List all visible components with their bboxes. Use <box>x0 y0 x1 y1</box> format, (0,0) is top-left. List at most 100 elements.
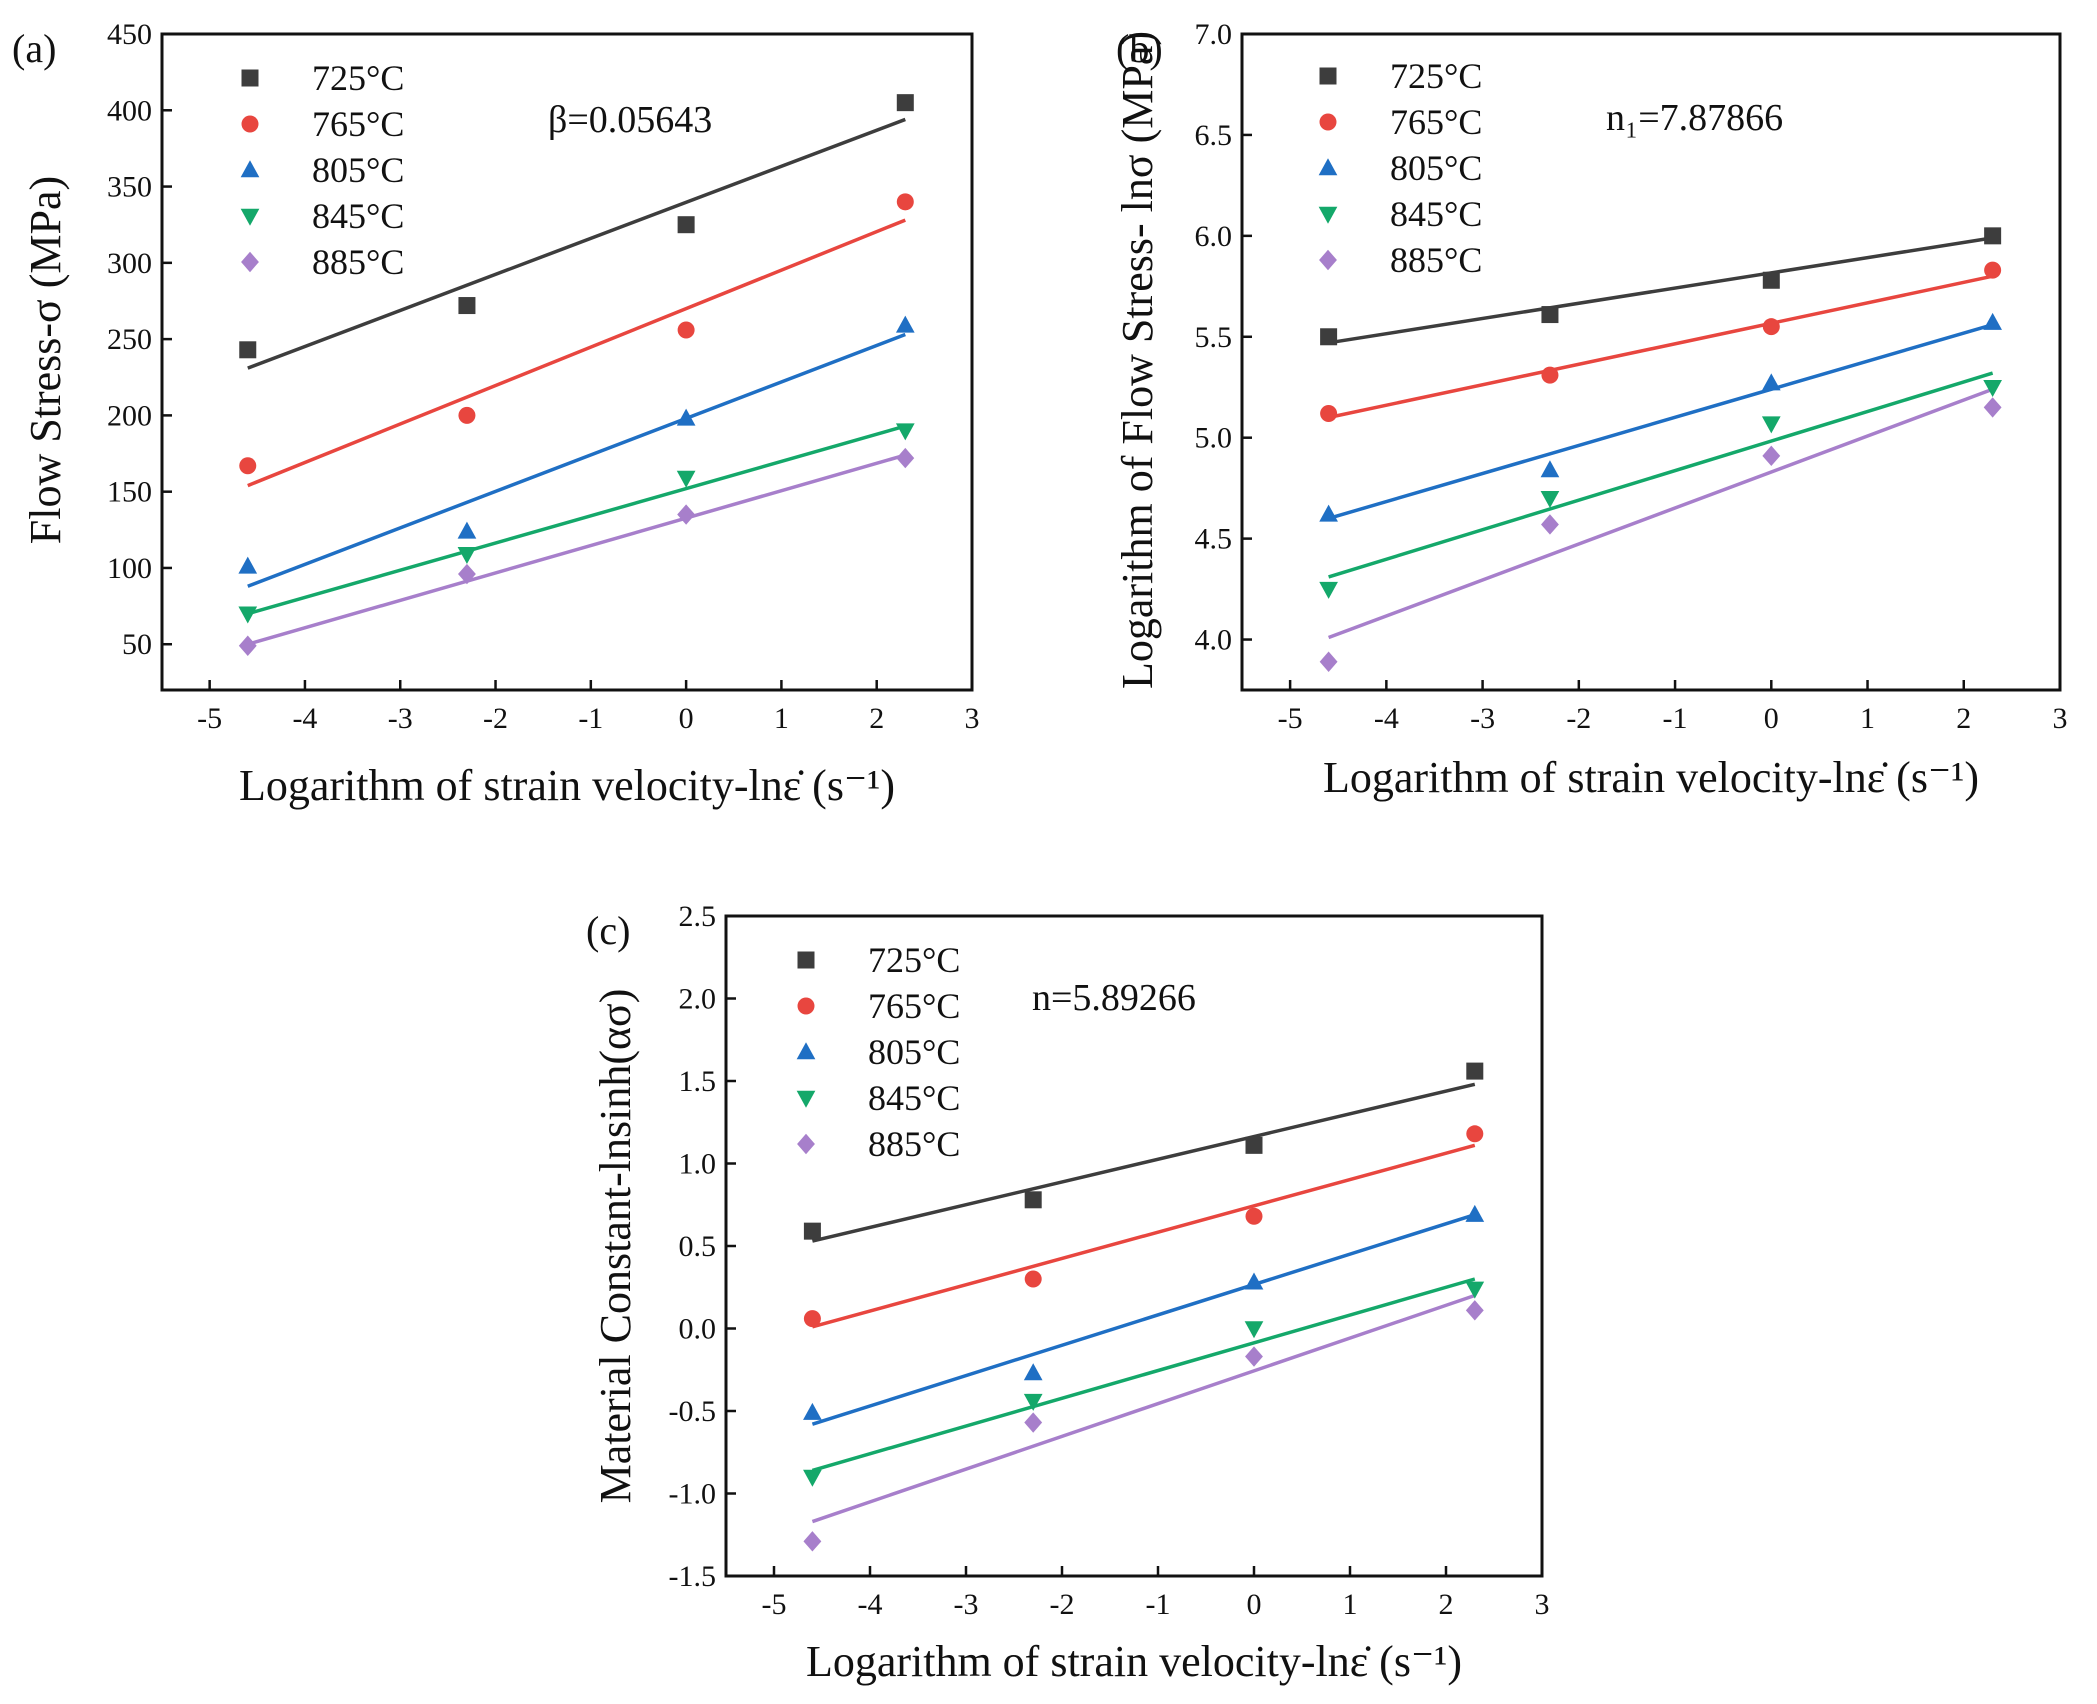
x-tick-label: -4 <box>1374 702 1399 735</box>
fit-line-885C <box>1327 387 1994 640</box>
x-ticks-a: -5 -4 -3 -2 -1 0 1 2 3 <box>197 680 980 735</box>
data-point-725C <box>677 216 695 234</box>
legend-label: 845°C <box>1390 194 1482 234</box>
data-point-885C <box>896 447 915 469</box>
x-tick-label: -2 <box>1566 702 1591 735</box>
x-axis-label-a: Logarithm of strain velocity-lnε̇ (s⁻¹) <box>239 761 895 810</box>
data-point-725C <box>1245 1136 1263 1154</box>
panel-c: (c) -5 -4 -3 -2 -1 0 1 2 3 -1.5 -1.0 -0.5 0.0 0.5 1.0… <box>586 900 1550 1686</box>
y-tick-label: 6.0 <box>1195 220 1233 253</box>
data-point-845C <box>1244 1321 1264 1339</box>
legend-marker-765C <box>241 115 259 133</box>
x-tick-label: -3 <box>954 1588 979 1621</box>
fit-line-885C <box>811 1293 1476 1524</box>
x-tick-label: 1 <box>1860 702 1875 735</box>
data-point-725C <box>1541 306 1559 324</box>
data-point-805C <box>676 408 696 426</box>
y-tick-label: 300 <box>107 247 152 280</box>
y-tick-label: 2.0 <box>679 983 717 1016</box>
data-point-885C <box>1762 445 1781 467</box>
data-point-765C <box>1320 404 1338 422</box>
data-point-805C <box>457 521 477 539</box>
y-tick-label: 350 <box>107 171 152 204</box>
x-tick-label: -4 <box>292 702 317 735</box>
legend-marker-845C <box>240 208 260 226</box>
plot-frame-b <box>1240 32 2062 692</box>
y-tick-label: 4.5 <box>1195 523 1233 556</box>
data-point-845C <box>803 1469 822 1487</box>
data-point-725C <box>458 297 476 315</box>
y-tick-label: 5.5 <box>1195 321 1233 354</box>
fit-line-725C <box>811 1082 1476 1243</box>
data-point-805C <box>1761 373 1781 391</box>
y-tick-label: 450 <box>107 18 152 51</box>
data-point-885C <box>677 504 696 525</box>
data-point-845C <box>1023 1393 1043 1411</box>
data-points-a <box>238 94 915 656</box>
panel-a: (a) -5 -4 -3 -2 -1 0 1 2 3 50 100 150 200 250 300 350 4… <box>12 18 980 810</box>
data-point-845C <box>1761 416 1781 434</box>
y-tick-label: 5.0 <box>1195 422 1233 455</box>
x-tick-label: 2 <box>869 702 884 735</box>
data-point-845C <box>1465 1281 1485 1299</box>
data-point-805C <box>1540 460 1560 478</box>
x-tick-label: 0 <box>1247 1588 1262 1621</box>
y-ticks-c: -1.5 -1.0 -0.5 0.0 0.5 1.0 1.5 2.0 2.5 <box>669 900 736 1593</box>
data-point-765C <box>803 1310 821 1328</box>
legend-label: 845°C <box>312 196 404 236</box>
legend-a: 725°C 765°C 805°C 845°C 885°C <box>240 58 404 282</box>
y-tick-label: 100 <box>107 552 152 585</box>
y-tick-label: -1.0 <box>669 1478 717 1511</box>
y-tick-label: 6.5 <box>1195 119 1233 152</box>
data-point-805C <box>1023 1363 1043 1381</box>
fit-line-845C <box>811 1277 1476 1473</box>
y-ticks-b: 4.0 4.5 5.0 5.5 6.0 6.5 7.0 <box>1195 18 1252 657</box>
legend-c: 725°C 765°C 805°C 845°C 885°C <box>796 940 960 1164</box>
data-point-845C <box>676 470 696 488</box>
legend-marker-805C <box>1318 158 1338 176</box>
legend-marker-765C <box>1319 113 1337 131</box>
legend-marker-805C <box>796 1042 816 1060</box>
fit-line-805C <box>811 1212 1476 1426</box>
data-point-765C <box>1984 261 2002 279</box>
legend-label: 885°C <box>1390 240 1482 280</box>
y-tick-label: 0.0 <box>679 1313 717 1346</box>
data-point-765C <box>677 321 695 339</box>
x-tick-label: -5 <box>762 1588 787 1621</box>
legend-marker-845C <box>796 1090 816 1108</box>
y-tick-label: 200 <box>107 399 152 432</box>
panel-b: (b) -5 -4 -3 -2 -1 0 1 2 3 4.0 4.5 5.0 5.5 6.0 6.5 7.0… <box>1113 18 2068 802</box>
data-point-845C <box>1540 491 1560 509</box>
data-point-805C <box>238 556 258 574</box>
data-point-885C <box>238 635 257 656</box>
y-tick-label: 250 <box>107 323 152 356</box>
y-tick-label: 7.0 <box>1195 18 1233 51</box>
x-tick-label: 2 <box>1956 702 1971 735</box>
legend-label: 805°C <box>312 150 404 190</box>
legend-label: 765°C <box>1390 102 1482 142</box>
parameter-n: n=5.89266 <box>1032 977 1196 1019</box>
data-point-845C <box>1319 581 1338 599</box>
data-point-805C <box>803 1402 822 1420</box>
y-tick-label: 1.0 <box>679 1148 717 1181</box>
x-tick-label: 3 <box>965 702 980 735</box>
legend-label: 885°C <box>312 242 404 282</box>
data-point-845C <box>457 546 477 564</box>
plot-frame-a <box>160 32 974 692</box>
y-axis-label-b: Logarithm of Flow Stress- lnσ (MPa) <box>1113 31 1162 689</box>
x-ticks-c: -5 -4 -3 -2 -1 0 1 2 3 <box>762 1566 1550 1621</box>
legend-marker-885C <box>241 251 259 273</box>
data-point-725C <box>1762 271 1780 289</box>
fit-line-765C <box>1328 274 1993 420</box>
legend-marker-805C <box>240 160 260 178</box>
x-tick-label: 3 <box>2053 702 2068 735</box>
data-points-c <box>803 1062 1485 1552</box>
fit-line-845C <box>247 424 906 616</box>
x-tick-label: -3 <box>388 702 413 735</box>
y-tick-label: 2.5 <box>679 900 717 933</box>
data-point-885C <box>1465 1300 1484 1321</box>
legend-label: 765°C <box>868 986 960 1026</box>
y-tick-label: 50 <box>122 628 152 661</box>
fit-line-805C <box>247 332 906 588</box>
